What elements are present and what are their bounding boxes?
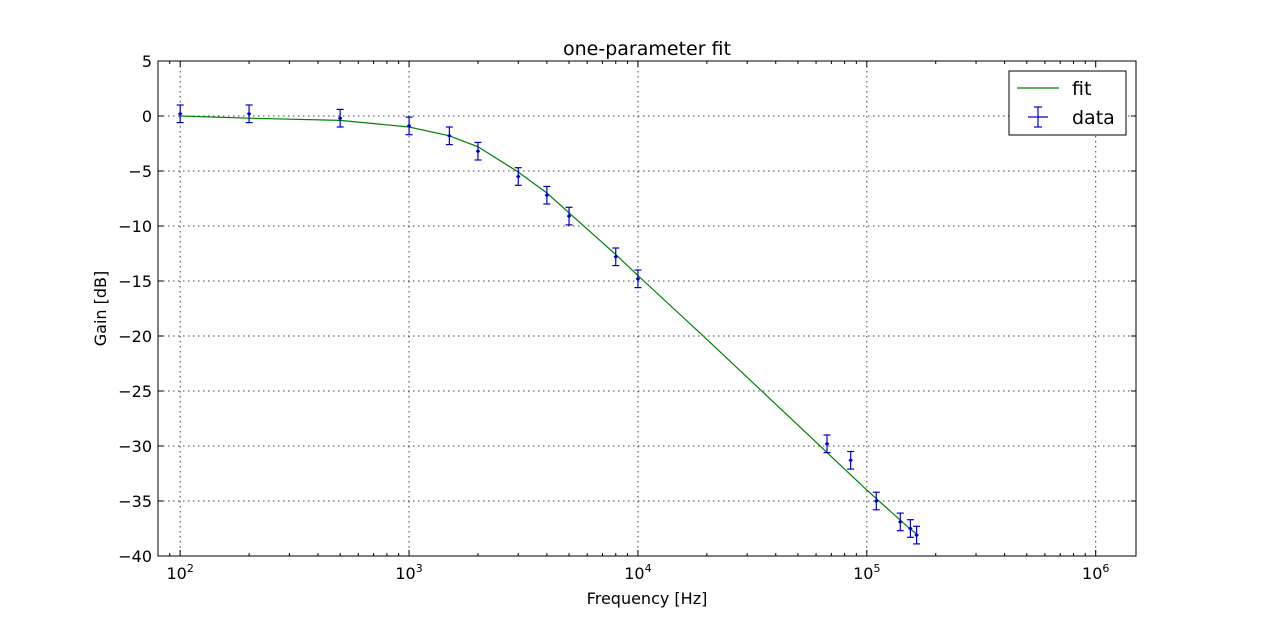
series	[176, 104, 921, 545]
legend-data-swatch	[1028, 106, 1048, 128]
data-marker	[636, 277, 640, 281]
y-tick-label: −15	[118, 272, 152, 291]
data-point	[634, 269, 642, 289]
x-axis-label: Frequency [Hz]	[587, 589, 708, 608]
y-tick-label: −10	[118, 217, 152, 236]
grid	[158, 61, 1136, 556]
data-marker	[247, 112, 251, 116]
data-marker	[545, 193, 549, 197]
data-marker	[908, 526, 912, 531]
y-tick-label: −20	[118, 327, 152, 346]
ticks: 5 0 −5 −10 −15 −20 −25 −30 −35 −40 102 103 104 105 106	[118, 52, 1136, 583]
data-point	[543, 185, 551, 205]
y-tick-label: −40	[118, 547, 152, 566]
data-point	[913, 525, 921, 545]
y-tick-label: −5	[128, 162, 152, 181]
data-marker	[825, 442, 829, 446]
y-tick-label: −25	[118, 382, 152, 401]
y-tick-label: −35	[118, 492, 152, 511]
legend: fit data	[1008, 70, 1127, 136]
data-point	[514, 167, 522, 186]
data-point	[872, 491, 880, 511]
data-point	[896, 512, 904, 532]
data-point	[847, 450, 855, 470]
data-marker	[407, 124, 411, 128]
data-marker	[178, 112, 182, 116]
y-axis-label: Gain [dB]	[91, 271, 110, 347]
data-marker	[614, 255, 618, 259]
data-point	[245, 104, 253, 124]
data-marker	[898, 520, 902, 524]
chart-title: one-parameter fit	[563, 38, 731, 60]
data-marker	[447, 134, 451, 138]
data-marker	[914, 533, 919, 537]
legend-box	[1008, 70, 1127, 136]
x-tick-label: 104	[624, 562, 651, 583]
data-marker	[476, 149, 480, 153]
x-tick-label: 102	[167, 562, 194, 583]
data-point	[336, 108, 344, 128]
fit-line	[180, 115, 917, 535]
data-point	[823, 434, 831, 454]
y-tick-label: 5	[142, 52, 152, 71]
x-tick-label: 103	[395, 562, 422, 583]
x-tick-label: 106	[1082, 562, 1109, 583]
data-point	[176, 104, 184, 124]
data-marker	[338, 116, 342, 120]
data-point	[405, 116, 413, 136]
data-point	[445, 126, 453, 146]
plot-frame	[157, 60, 1137, 557]
data-point	[565, 206, 573, 226]
data-marker	[874, 499, 878, 503]
legend-fit-label: fit	[1072, 78, 1091, 100]
x-tick-label: 105	[853, 562, 880, 583]
data-point	[906, 519, 914, 538]
y-tick-label: 0	[142, 107, 152, 126]
data-marker	[516, 174, 520, 179]
legend-data-label: data	[1072, 107, 1115, 129]
data-point	[474, 141, 482, 161]
y-tick-label: −30	[118, 437, 152, 456]
data-marker	[849, 458, 853, 462]
data-point	[612, 247, 620, 267]
data-marker	[567, 214, 571, 218]
